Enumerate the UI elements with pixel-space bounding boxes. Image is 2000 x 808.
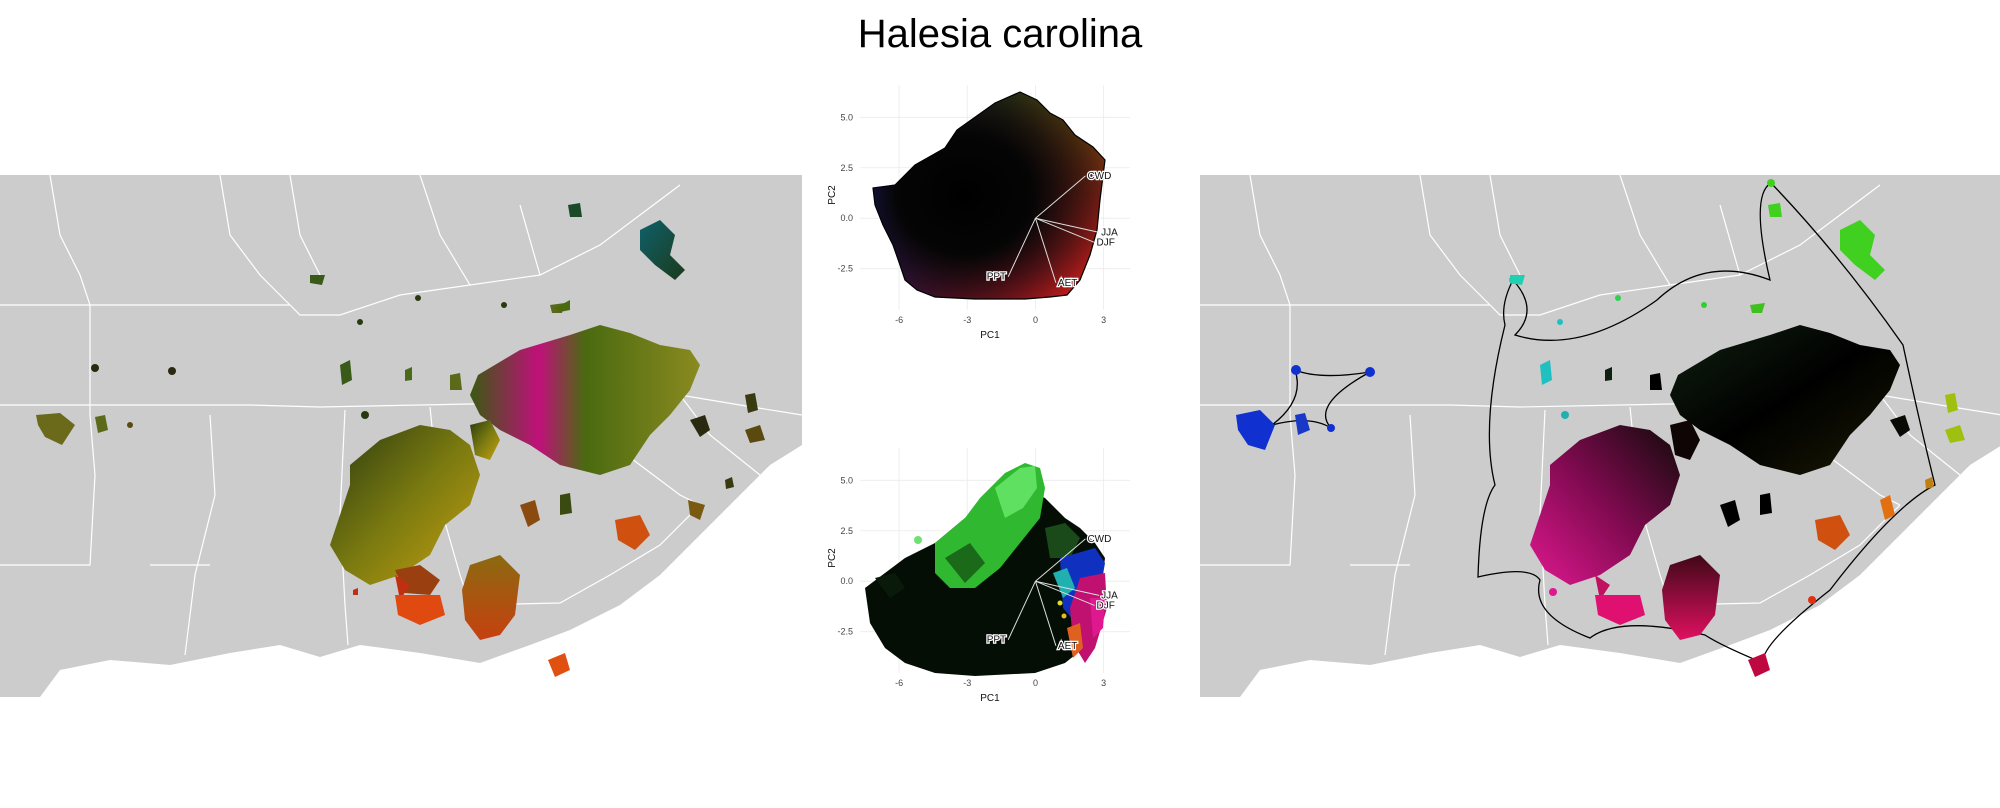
pca-bottom-ylabel: PC2 [827,548,838,568]
y-tick-label: -2.5 [837,627,853,637]
occurrence-patches [1236,179,1965,677]
y-tick-label: 5.0 [840,112,853,122]
y-tick-label: 2.5 [840,526,853,536]
x-tick-label: 0 [1033,678,1038,688]
vector-label-djf: DJF [1097,237,1115,248]
loading-vector-jja [1035,580,1100,596]
pca-plot-top: CWD JJA DJF PPT AET -6 -3 0 3 5.0 2.5 0.0 -2.5 PC1… [805,85,1200,445]
pca-top-ylabel: PC2 [827,185,838,205]
vector-label-jja: JJA [1101,590,1118,601]
x-tick-label: 3 [1101,315,1106,325]
state-boundaries [1200,175,2000,656]
occurrence-patches [36,203,765,677]
x-tick-label: -6 [895,315,903,325]
vector-label-cwd: CWD [1087,534,1111,545]
x-tick-label: -6 [895,678,903,688]
y-tick-label: 5.0 [840,475,853,485]
loading-vector-djf [1035,580,1095,606]
y-tick-label: 0.0 [840,576,853,586]
x-tick-label: -3 [963,315,971,325]
vector-label-ppt: PPT [987,635,1006,646]
pca-top-hull [872,91,1106,300]
vector-label-djf: DJF [1097,600,1115,611]
vector-label-aet: AET [1058,641,1077,652]
vector-label-ppt: PPT [987,272,1006,283]
pca-plot-bottom: CWD JJA DJF PPT AET -6 -3 0 3 5.0 2.5 0.0 -2.5 PC1… [805,448,1200,808]
x-tick-label: 0 [1033,315,1038,325]
loading-vector-djf [1035,217,1095,243]
loading-vector-aet [1034,218,1057,283]
figure-title: Halesia carolina [857,12,1143,56]
left-map [0,175,802,697]
gulf-coast [40,445,802,697]
gulf-coast [1240,446,2000,697]
y-tick-label: -2.5 [837,264,853,274]
x-tick-label: -3 [963,678,971,688]
x-tick-label: 3 [1101,678,1106,688]
vector-label-jja: JJA [1101,227,1118,238]
loading-vector-cwd [1035,538,1086,582]
loading-vector-ppt [1007,580,1036,640]
right-map-svg [1200,175,2000,697]
vector-label-aet: AET [1058,278,1077,289]
y-tick-label: 2.5 [840,163,853,173]
right-map [1200,175,2000,697]
pca-bottom-points [865,463,1107,676]
left-map-svg [0,175,802,697]
pca-bottom-xlabel: PC1 [980,693,1000,704]
loading-vector-ppt [1007,217,1036,277]
loading-vector-jja [1035,217,1100,233]
loading-vector-aet [1034,581,1057,646]
pca-top-xlabel: PC1 [980,330,1000,341]
vector-label-cwd: CWD [1087,171,1111,182]
loading-vector-cwd [1035,175,1086,219]
y-tick-label: 0.0 [840,213,853,223]
